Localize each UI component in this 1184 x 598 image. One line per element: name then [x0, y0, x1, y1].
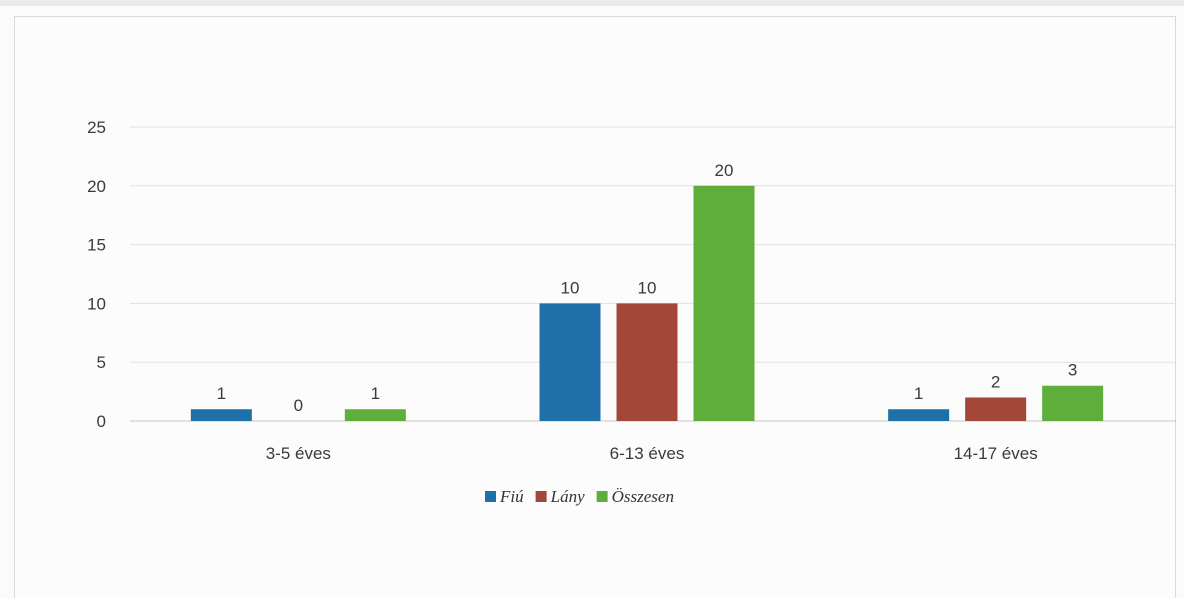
legend-label: Fiú	[499, 487, 524, 506]
legend: Fiú Lány Összesen	[485, 487, 674, 506]
data-label: 20	[715, 161, 734, 180]
legend-label: Összesen	[612, 487, 674, 506]
bar	[344, 409, 406, 421]
data-label: 2	[991, 372, 1000, 391]
data-label: 10	[638, 278, 657, 297]
bars	[190, 185, 1104, 421]
y-tick-label: 15	[87, 236, 106, 255]
y-tick-label: 20	[87, 177, 106, 196]
data-label: 1	[371, 384, 380, 403]
y-tick-label: 5	[97, 353, 106, 372]
bar	[888, 409, 950, 421]
category-label: 14-17 éves	[954, 444, 1038, 463]
legend-label: Lány	[550, 487, 585, 506]
data-label: 1	[914, 384, 923, 403]
data-label: 1	[217, 384, 226, 403]
legend-swatch	[596, 491, 608, 502]
legend-swatch	[535, 491, 547, 502]
category-label: 3-5 éves	[266, 444, 331, 463]
y-tick-label: 0	[97, 412, 106, 431]
y-tick-label: 10	[87, 294, 106, 313]
data-label: 3	[1068, 361, 1077, 380]
data-label: 0	[294, 396, 303, 415]
bar	[616, 303, 678, 421]
data-label: 10	[561, 278, 580, 297]
top-strip	[0, 0, 1184, 6]
bar	[539, 303, 601, 421]
category-labels: 3-5 éves 6-13 éves 14-17 éves	[266, 444, 1038, 463]
bar	[693, 185, 755, 421]
bar	[965, 397, 1027, 421]
bar	[1042, 385, 1104, 421]
y-tick-label: 25	[87, 118, 106, 137]
y-axis-ticks: 0 5 10 15 20 25	[87, 118, 106, 431]
bar	[190, 409, 252, 421]
category-label: 6-13 éves	[610, 444, 685, 463]
legend-swatch	[485, 491, 496, 502]
